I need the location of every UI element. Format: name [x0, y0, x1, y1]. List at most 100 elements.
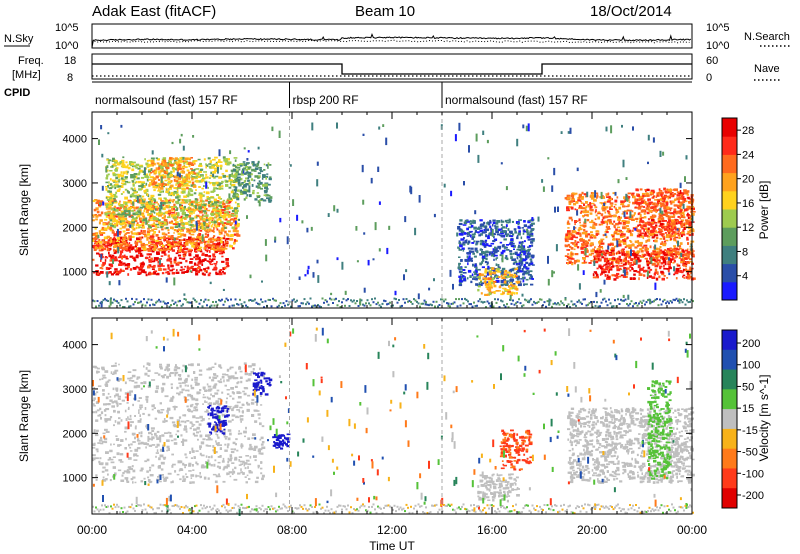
scatter-cell [625, 268, 628, 271]
scatter-cell [589, 243, 593, 246]
scatter-cell [161, 232, 166, 236]
scatter-cell [515, 275, 518, 278]
scatter-cell [155, 217, 159, 221]
scatter-cell [199, 236, 204, 238]
scatter-cell [104, 256, 109, 259]
scatter-cell [95, 215, 99, 218]
scatter-cell [92, 258, 95, 261]
scatter-cell [155, 207, 157, 211]
scatter-cell [679, 216, 682, 220]
scatter-cell [129, 195, 132, 198]
scatter-cell [220, 167, 223, 170]
scatter-cell [117, 232, 121, 236]
scatter-cell [205, 164, 209, 167]
scatter-cell [633, 270, 638, 273]
scatter-cell [113, 245, 117, 248]
scatter-cell [681, 226, 684, 228]
scatter-cell [584, 231, 588, 235]
scatter-cell [139, 241, 143, 244]
scatter-cell [659, 202, 664, 205]
scatter-cell [565, 233, 568, 237]
noise-echo [201, 234, 204, 242]
scatter-cell [478, 273, 482, 276]
scatter-cell [599, 267, 603, 270]
scatter-cell [510, 235, 514, 238]
scatter-cell [93, 245, 97, 248]
noise-echo [474, 210, 477, 215]
scatter-cell [507, 228, 510, 231]
scatter-cell [165, 226, 169, 229]
scatter-cell [126, 201, 131, 204]
scatter-cell [229, 222, 234, 225]
scatter-cell [144, 158, 146, 161]
scatter-cell [622, 223, 626, 226]
scatter-cell [188, 253, 192, 257]
scatter-cell [623, 238, 628, 240]
noise-echo [468, 145, 470, 153]
scatter-cell [613, 224, 616, 227]
noise-echo [551, 270, 554, 278]
scatter-cell [175, 183, 177, 186]
scatter-cell [105, 215, 108, 218]
scatter-cell [133, 194, 137, 198]
scatter-cell [472, 278, 475, 280]
scatter-cell [246, 177, 250, 180]
scatter-cell [182, 177, 186, 180]
scatter-cell [629, 217, 633, 219]
scatter-cell [604, 220, 609, 224]
scatter-cell [225, 183, 229, 187]
scatter-cell [582, 241, 585, 244]
scatter-cell [218, 187, 220, 190]
scatter-cell [160, 248, 162, 252]
scatter-cell [232, 214, 236, 217]
scatter-cell [141, 249, 144, 252]
scatter-cell [196, 236, 200, 239]
scatter-cell [674, 256, 677, 259]
scatter-cell [182, 216, 185, 219]
scatter-cell [213, 268, 216, 270]
scatter-cell [95, 218, 98, 221]
scatter-cell [182, 179, 186, 183]
scatter-cell [124, 215, 127, 218]
scatter-cell [142, 185, 146, 188]
scatter-cell [231, 226, 235, 229]
scatter-cell [675, 256, 678, 258]
scatter-cell [268, 177, 272, 181]
scatter-cell [197, 244, 201, 247]
noise-sky-line [91, 33, 692, 48]
scatter-cell [164, 227, 167, 230]
scatter-cell [208, 165, 212, 169]
scatter-cell [222, 202, 226, 206]
scatter-cell [687, 255, 690, 258]
scatter-cell [141, 236, 144, 239]
scatter-cell [157, 237, 161, 240]
scatter-cell [176, 193, 180, 197]
scatter-cell [575, 236, 578, 239]
scatter-cell [594, 205, 597, 209]
scatter-cell [211, 259, 214, 262]
scatter-cell [258, 166, 261, 169]
scatter-cell [674, 218, 678, 221]
scatter-cell [686, 273, 691, 277]
scatter-cell [668, 219, 672, 222]
scatter-cell [647, 235, 651, 238]
scatter-cell [208, 197, 211, 200]
scatter-cell [215, 251, 218, 253]
scatter-cell [127, 273, 130, 276]
scatter-cell [171, 206, 174, 209]
scatter-cell [112, 157, 115, 161]
scatter-cell [245, 165, 249, 168]
scatter-cell [186, 230, 190, 233]
scatter-cell [194, 198, 198, 201]
scatter-cell [103, 227, 108, 230]
scatter-cell [580, 207, 585, 210]
scatter-cell [666, 277, 669, 279]
scatter-cell [590, 194, 594, 197]
noise-echo [378, 248, 381, 252]
scatter-cell [104, 218, 108, 221]
scatter-cell [150, 257, 153, 261]
scatter-cell [122, 156, 125, 159]
scatter-cell [225, 258, 229, 261]
scatter-cell [193, 262, 197, 266]
scatter-cell [151, 163, 154, 167]
